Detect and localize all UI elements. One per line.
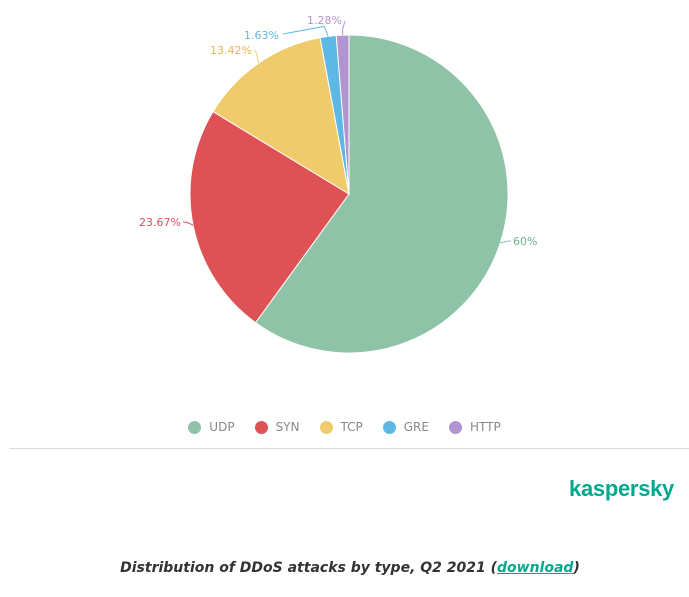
legend-swatch (382, 420, 396, 434)
legend-swatch (319, 420, 333, 434)
divider (9, 448, 689, 449)
pie-slice-syn (189, 110, 350, 324)
leader-line-gre (282, 25, 329, 37)
legend-label: SYN (275, 420, 300, 434)
legend-label: UDP (209, 420, 235, 434)
caption-close: ) (573, 560, 580, 576)
download-link[interactable]: download (497, 560, 574, 576)
data-label-tcp: 13.42% (210, 44, 252, 57)
leader-line-syn (182, 221, 194, 226)
data-label-http: 1.28% (307, 14, 342, 27)
pie-slice-tcp (212, 37, 350, 196)
legend-item-syn[interactable]: SYN (254, 420, 300, 434)
legend-swatch (448, 420, 462, 434)
data-label-syn: 23.67% (139, 216, 181, 229)
pie-slice-udp (254, 34, 509, 354)
legend-item-udp[interactable]: UDP (188, 420, 235, 434)
data-label-udp: 60% (513, 235, 537, 248)
legend-swatch (188, 420, 202, 434)
leader-line-udp (500, 240, 512, 244)
chart-caption: Distribution of DDoS attacks by type, Q2… (0, 560, 689, 576)
legend-swatch (254, 420, 268, 434)
leader-line-http (342, 20, 346, 36)
caption-text: Distribution of DDoS attacks by type, Q2… (120, 560, 498, 576)
legend: UDP SYN TCP GRE HTTP (0, 416, 689, 438)
legend-label: GRE (403, 420, 429, 434)
legend-item-gre[interactable]: GRE (382, 420, 429, 434)
legend-label: HTTP (469, 420, 501, 434)
leader-line-tcp (253, 49, 260, 64)
data-label-gre: 1.63% (244, 29, 279, 42)
kaspersky-logo: kaspersky (569, 476, 674, 501)
pie-chart: 60% 23.67% 13.42% 1.63% 1.28% (139, 14, 537, 354)
legend-item-http[interactable]: HTTP (448, 420, 501, 434)
legend-item-tcp[interactable]: TCP (319, 420, 363, 434)
legend-label: TCP (340, 420, 363, 434)
